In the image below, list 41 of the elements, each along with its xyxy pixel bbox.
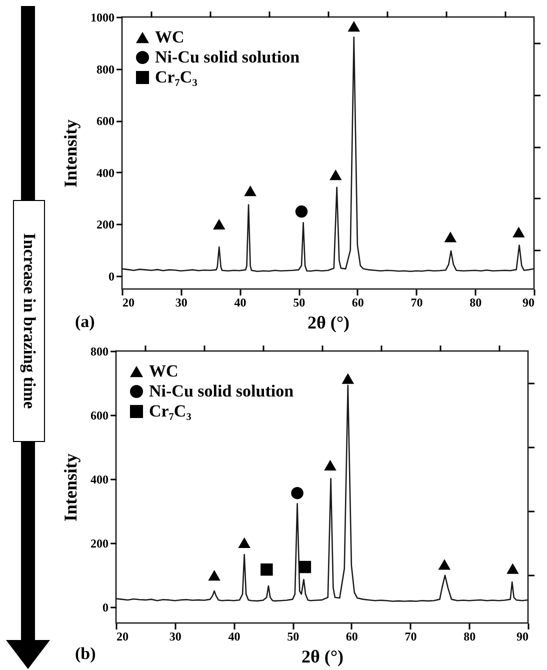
text: Increase in brazing time: [13, 200, 45, 442]
y-tick-label: 400: [90, 472, 108, 486]
y-tick-label: 600: [90, 408, 108, 422]
x-axis-title: 2θ (°): [307, 312, 350, 332]
x-tick-label: 80: [470, 296, 482, 310]
x-tick-label: 40: [228, 630, 240, 644]
x-tick-label: 60: [346, 630, 358, 644]
x-tick-label: 70: [410, 296, 423, 310]
y-tick-label: 800: [96, 62, 114, 76]
legend-label: WC: [155, 28, 184, 46]
y-tick-label: 0: [108, 270, 114, 284]
x-tick-label: 90: [516, 630, 528, 644]
legend-label: Cr₇C₃: [149, 402, 192, 420]
legend-label: Ni-Cu solid solution: [149, 382, 294, 400]
y-tick-label: 400: [96, 166, 114, 180]
text: (b): [75, 644, 96, 664]
y-tick-label: 600: [96, 114, 114, 128]
y-tick-label: 200: [90, 536, 108, 550]
x-tick-label: 70: [404, 630, 417, 644]
y-axis-title: Intensity: [60, 453, 80, 522]
x-tick-label: 50: [293, 296, 306, 310]
legend-label: Ni-Cu solid solution: [155, 48, 300, 66]
y-tick-label: 0: [102, 600, 108, 614]
x-tick-label: 60: [352, 296, 364, 310]
legend-label: Cr₇C₃: [155, 68, 198, 86]
x-axis-title: 2θ (°): [301, 646, 344, 666]
y-tick-label: 800: [90, 344, 108, 358]
x-tick-label: 30: [169, 630, 182, 644]
x-tick-label: 50: [287, 630, 300, 644]
y-axis-title: Intensity: [60, 119, 80, 188]
legend-label: WC: [149, 362, 178, 380]
y-tick-label: 1000: [90, 10, 114, 24]
x-tick-label: 90: [522, 296, 534, 310]
x-tick-label: 20: [122, 296, 134, 310]
line-series: [115, 384, 529, 602]
x-tick-label: 40: [234, 296, 246, 310]
y-tick-label: 200: [96, 218, 114, 232]
x-tick-label: 80: [464, 630, 476, 644]
x-tick-label: 30: [175, 296, 188, 310]
text: (a): [75, 312, 95, 332]
x-tick-label: 20: [116, 630, 128, 644]
